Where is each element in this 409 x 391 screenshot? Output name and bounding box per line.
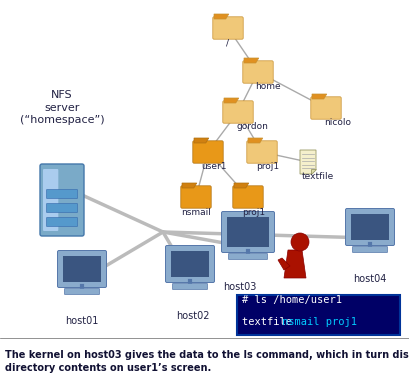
Polygon shape (243, 58, 258, 63)
Text: gordon: gordon (236, 122, 267, 131)
Polygon shape (213, 14, 228, 19)
Text: host02: host02 (176, 311, 209, 321)
FancyBboxPatch shape (236, 295, 399, 335)
Text: host04: host04 (353, 274, 386, 284)
Text: # ls /home/user1: # ls /home/user1 (241, 295, 341, 305)
FancyBboxPatch shape (242, 61, 272, 83)
Text: The kernel on host03 gives the data to the ls command, which in turn displays th: The kernel on host03 gives the data to t… (5, 350, 409, 360)
Text: user1: user1 (201, 162, 226, 171)
Text: proj1: proj1 (256, 162, 279, 171)
Polygon shape (277, 258, 289, 270)
FancyBboxPatch shape (212, 17, 243, 39)
Polygon shape (310, 169, 315, 174)
Polygon shape (182, 183, 196, 188)
FancyBboxPatch shape (63, 256, 101, 282)
FancyBboxPatch shape (171, 251, 209, 277)
FancyBboxPatch shape (345, 208, 393, 246)
FancyBboxPatch shape (46, 190, 77, 199)
FancyBboxPatch shape (40, 164, 84, 236)
Polygon shape (283, 250, 305, 278)
Text: nicolo: nicolo (324, 118, 351, 127)
Text: directory contents on user1’s screen.: directory contents on user1’s screen. (5, 363, 211, 373)
Text: NFS
server
(“homespace”): NFS server (“homespace”) (20, 90, 104, 125)
Polygon shape (193, 138, 208, 143)
FancyBboxPatch shape (46, 217, 77, 226)
Text: user 1: user 1 (292, 305, 323, 315)
FancyBboxPatch shape (350, 214, 388, 240)
Text: home: home (254, 82, 280, 91)
FancyBboxPatch shape (222, 101, 253, 123)
Text: host03: host03 (223, 282, 256, 292)
FancyBboxPatch shape (227, 217, 268, 247)
Polygon shape (223, 98, 238, 103)
Polygon shape (247, 138, 262, 143)
FancyBboxPatch shape (228, 253, 267, 260)
Circle shape (290, 233, 308, 251)
Text: nsmail proj1: nsmail proj1 (282, 317, 357, 327)
Polygon shape (299, 150, 315, 174)
FancyBboxPatch shape (64, 289, 99, 294)
Polygon shape (234, 183, 248, 188)
FancyBboxPatch shape (352, 246, 387, 253)
Text: textfile: textfile (301, 172, 333, 181)
FancyBboxPatch shape (43, 169, 58, 231)
FancyBboxPatch shape (46, 203, 77, 212)
Text: /: / (226, 38, 229, 47)
FancyBboxPatch shape (192, 141, 222, 163)
FancyBboxPatch shape (246, 141, 276, 163)
FancyBboxPatch shape (57, 251, 106, 287)
Text: textfile: textfile (241, 317, 297, 327)
FancyBboxPatch shape (172, 283, 207, 289)
FancyBboxPatch shape (180, 186, 211, 208)
FancyBboxPatch shape (310, 97, 340, 119)
Polygon shape (311, 94, 326, 99)
FancyBboxPatch shape (232, 186, 263, 208)
Text: proj1: proj1 (242, 208, 265, 217)
FancyBboxPatch shape (165, 246, 214, 283)
Text: nsmail: nsmail (181, 208, 210, 217)
Text: host01: host01 (65, 316, 99, 326)
FancyBboxPatch shape (221, 212, 274, 253)
